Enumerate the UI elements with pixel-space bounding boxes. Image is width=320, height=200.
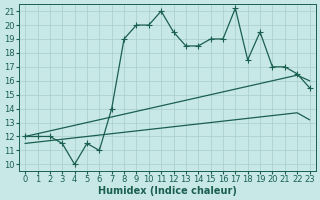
X-axis label: Humidex (Indice chaleur): Humidex (Indice chaleur) <box>98 186 237 196</box>
